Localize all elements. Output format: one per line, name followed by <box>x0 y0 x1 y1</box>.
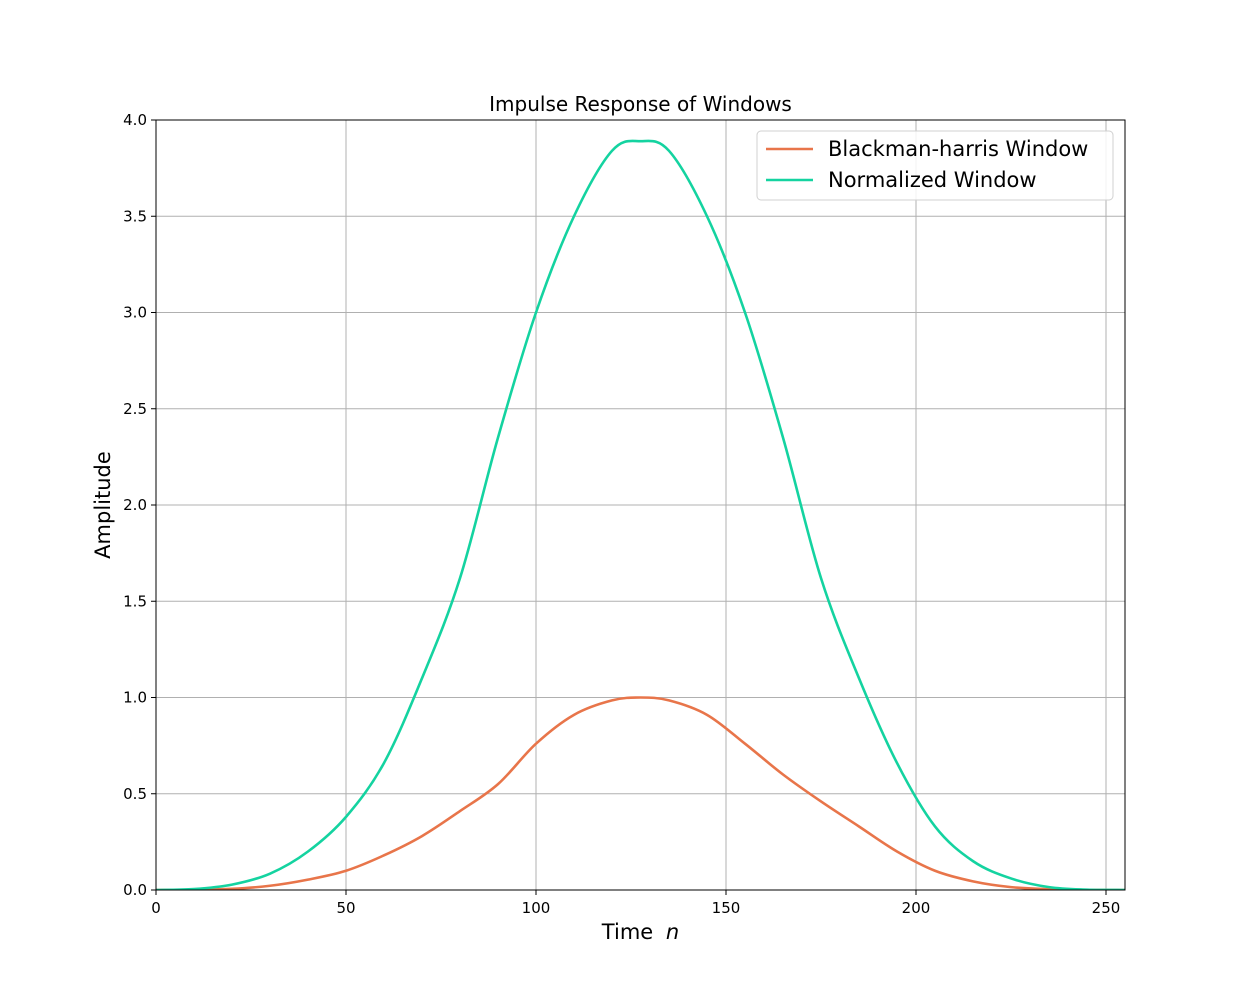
y-tick-label: 2.0 <box>123 496 147 514</box>
x-tick-label: 200 <box>902 899 931 917</box>
legend: Blackman-harris Window Normalized Window <box>756 130 1114 201</box>
x-tick-label: 50 <box>336 899 355 917</box>
y-tick-label: 0.0 <box>123 881 147 899</box>
y-tick-label: 4.0 <box>123 111 147 129</box>
y-tick-label: 2.5 <box>123 400 147 418</box>
x-tick-label: 0 <box>151 899 161 917</box>
x-axis-label-text: Time <box>601 920 653 944</box>
legend-label: Normalized Window <box>828 168 1037 192</box>
y-axis-label: Amplitude <box>91 451 115 559</box>
y-tick-label: 3.0 <box>123 304 147 322</box>
ticks: 0 50 100 150 200 250 0.0 0.5 1.0 1.5 2.0 2.5 3.0 3.5 4… <box>123 111 1120 917</box>
x-tick-label: 100 <box>522 899 551 917</box>
series-line-normalized <box>156 139 1125 890</box>
x-tick-label: 150 <box>712 899 741 917</box>
y-tick-label: 1.0 <box>123 689 147 707</box>
y-tick-label: 3.5 <box>123 207 147 225</box>
legend-box <box>756 130 1114 201</box>
x-axis-label-variable: n <box>666 920 679 944</box>
x-axis-label: Time n <box>601 920 679 944</box>
series-group <box>156 139 1125 890</box>
x-tick-label: 250 <box>1092 899 1121 917</box>
series-line-blackman-harris <box>156 696 1125 890</box>
chart-title: Impulse Response of Windows <box>489 92 792 116</box>
legend-label: Blackman-harris Window <box>828 137 1088 161</box>
y-tick-label: 1.5 <box>123 592 147 610</box>
y-tick-label: 0.5 <box>123 785 147 803</box>
